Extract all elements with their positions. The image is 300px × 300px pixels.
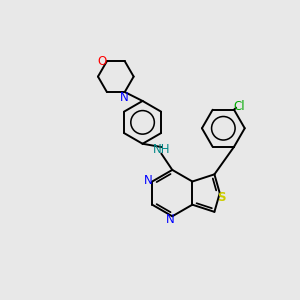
Text: N: N	[144, 173, 153, 187]
Text: Cl: Cl	[234, 100, 245, 113]
Text: S: S	[217, 191, 226, 204]
Text: NH: NH	[152, 142, 170, 156]
Text: O: O	[97, 55, 106, 68]
Text: N: N	[166, 213, 174, 226]
Text: N: N	[120, 91, 129, 103]
